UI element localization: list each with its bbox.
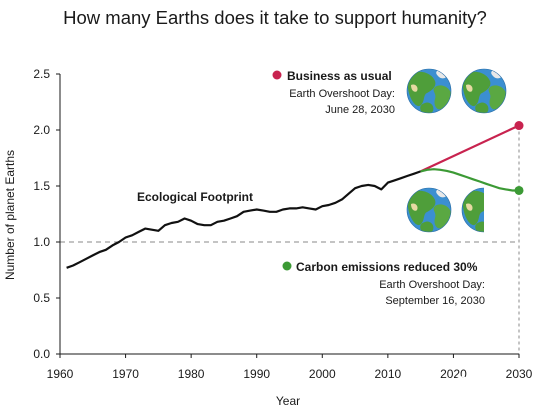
y-tick-label: 0.0 (33, 347, 50, 361)
x-tick-label: 2010 (375, 367, 402, 381)
y-axis-title: Number of planet Earths (3, 150, 17, 280)
series-line-ecological-footprint (66, 170, 421, 269)
business-as-usual-date: June 28, 2030 (325, 104, 395, 116)
y-tick-label: 1.5 (33, 179, 50, 193)
x-tick-label: 1960 (47, 367, 74, 381)
x-tick-label: 2020 (440, 367, 467, 381)
carbon-reduced-label: Carbon emissions reduced 30% (296, 260, 478, 274)
watermark-text: 中国绿发会 (472, 377, 527, 391)
x-tick-label: 1970 (112, 367, 139, 381)
business-as-usual-marker (272, 70, 282, 80)
y-tick-label: 2.0 (33, 123, 50, 137)
x-axis-title: Year (276, 394, 300, 408)
endpoint-business-as-usual (514, 121, 524, 131)
wechat-icon (454, 376, 470, 392)
x-tick-label: 2030 (506, 367, 533, 381)
y-tick-label: 0.5 (33, 291, 50, 305)
earth-icon (462, 69, 506, 114)
x-tick-label: 1980 (178, 367, 205, 381)
chart-title: How many Earths does it take to support … (63, 7, 487, 28)
x-tick-label: 1990 (243, 367, 270, 381)
endpoint-carbon-reduced (514, 185, 524, 195)
series-line-business-as-usual (420, 124, 520, 173)
y-tick-label: 2.5 (33, 67, 50, 81)
ecological-footprint-label: Ecological Footprint (137, 190, 253, 204)
y-axis-ticks: 0.0 0.5 1.0 1.5 2.0 2.5 (33, 67, 60, 361)
carbon-reduced-date: September 16, 2030 (385, 295, 485, 307)
x-tick-label: 2000 (309, 367, 336, 381)
y-tick-label: 1.0 (33, 235, 50, 249)
business-as-usual-subtitle: Earth Overshoot Day: (289, 88, 395, 100)
earth-icon (462, 188, 506, 233)
carbon-reduced-marker (282, 261, 292, 271)
business-as-usual-label: Business as usual (287, 69, 392, 83)
earth-icon (407, 69, 451, 114)
carbon-reduced-subtitle: Earth Overshoot Day: (379, 279, 485, 291)
series-line-carbon-reduced (420, 168, 519, 192)
earth-icon (407, 188, 451, 233)
